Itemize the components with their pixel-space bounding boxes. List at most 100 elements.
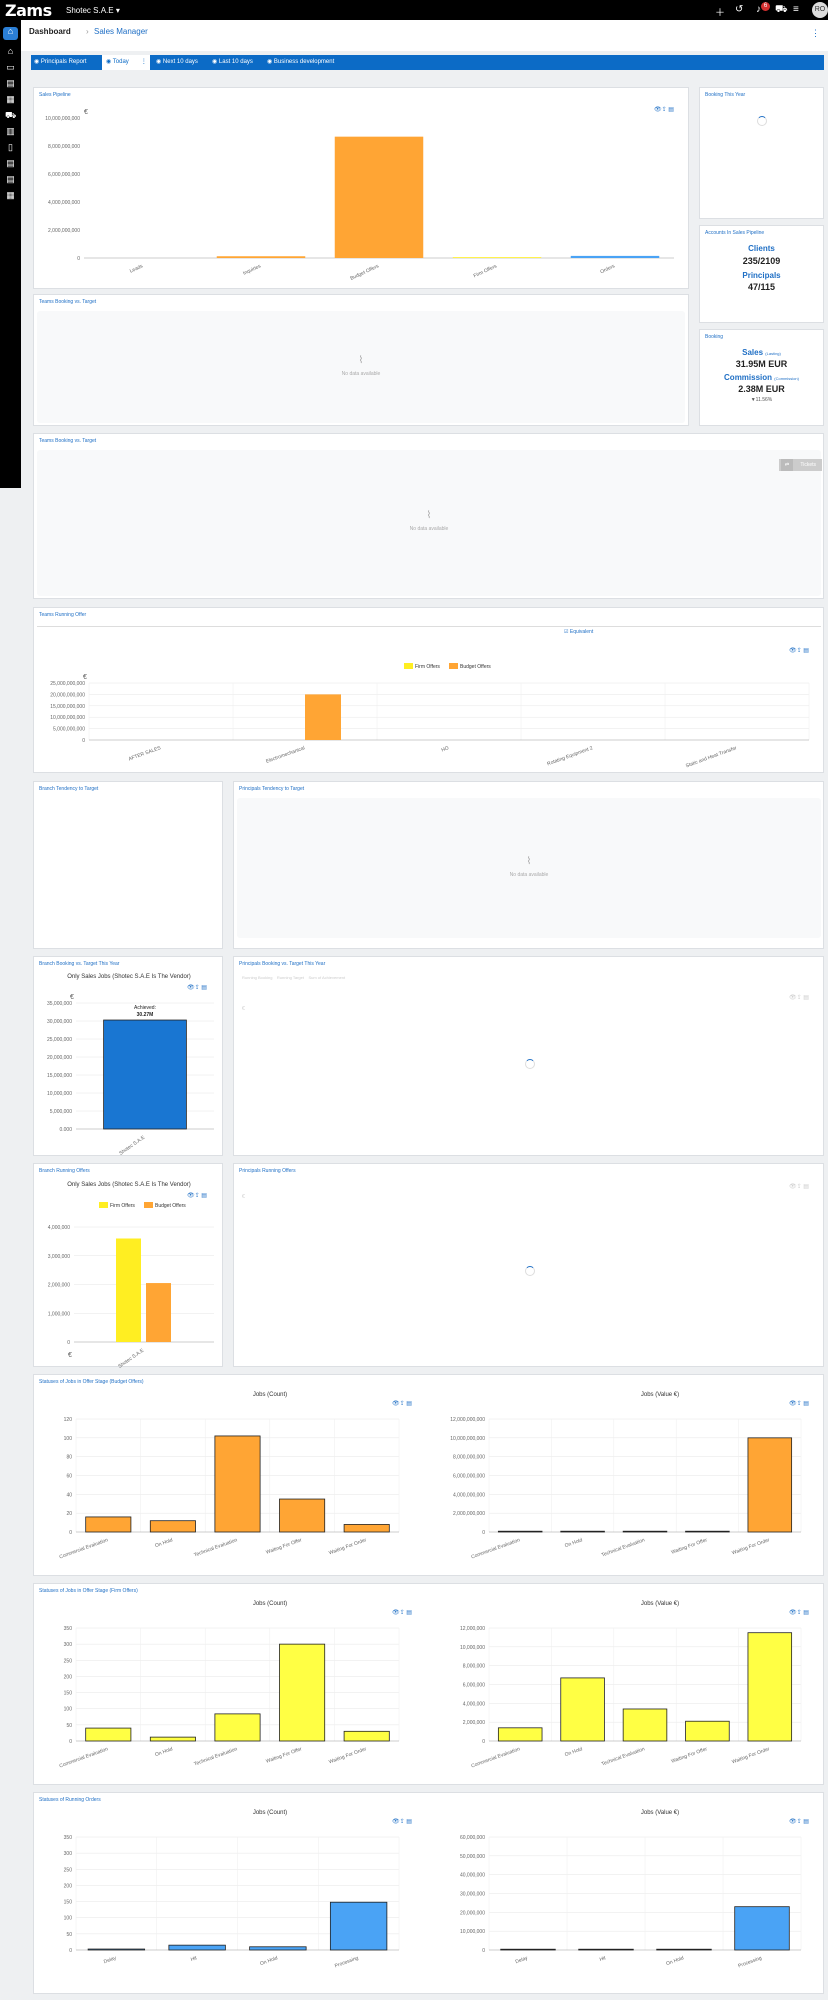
clients-label: Clients bbox=[748, 244, 775, 253]
tab-next-10-days[interactable]: ◉ Next 10 days bbox=[156, 55, 208, 70]
monitor-icon[interactable]: ▭ bbox=[6, 62, 15, 72]
bar bbox=[560, 1677, 605, 1742]
y-tick-label: 60,000,000 bbox=[460, 1835, 485, 1841]
y-tick-label: 100 bbox=[64, 1916, 73, 1922]
chart-tools-icon[interactable]: 👁⇪ ▤ bbox=[187, 985, 207, 991]
legend-item[interactable]: Sum of Achievement bbox=[308, 975, 346, 980]
cart-icon[interactable]: ⛟ bbox=[775, 4, 788, 15]
y-tick-label: 0 bbox=[67, 1340, 70, 1346]
chart-subtitle: Jobs (Value €) bbox=[640, 1392, 680, 1398]
history-icon[interactable]: ↺ bbox=[735, 4, 744, 15]
x-tick-label: Technical Evaluation bbox=[601, 1746, 646, 1767]
chart-tools-icon[interactable]: 👁⇪ ▤ bbox=[789, 1610, 809, 1616]
more-icon[interactable]: ⋮ bbox=[811, 28, 820, 38]
principals-tendency-card: Principals Tendency to Target ⌇ No data … bbox=[233, 781, 824, 949]
y-tick-label: 20 bbox=[66, 1511, 72, 1517]
chart-tools-icon[interactable]: 👁⇪ ▤ bbox=[789, 1184, 809, 1190]
y-tick-label: 6,000,000 bbox=[463, 1683, 485, 1689]
x-tick-label: Commercial Evaluation bbox=[59, 1537, 110, 1560]
dashboard-icon[interactable]: ⌂ bbox=[3, 27, 18, 40]
breadcrumb-current: Sales Manager bbox=[94, 27, 148, 36]
chart-subtitle: Jobs (Value €) bbox=[640, 1810, 680, 1816]
avatar[interactable]: RO bbox=[812, 2, 828, 18]
y-tick-label: 10,000,000,000 bbox=[450, 1436, 485, 1442]
x-tick-label: On Hold bbox=[564, 1746, 583, 1758]
bar bbox=[149, 1736, 196, 1742]
currency-label: € bbox=[70, 994, 74, 1001]
bar bbox=[305, 694, 341, 740]
y-tick-label: 40 bbox=[66, 1492, 72, 1498]
y-tick-label: 10,000,000 bbox=[460, 1645, 485, 1651]
bar bbox=[685, 1530, 730, 1533]
company-selector[interactable]: Shotec S.A.E ▾ bbox=[66, 6, 120, 15]
tab-label: Principals Report bbox=[40, 59, 87, 65]
list-icon[interactable]: ▥ bbox=[6, 126, 15, 136]
y-tick-label: 15,000,000 bbox=[47, 1073, 72, 1079]
breadcrumb-dashboard[interactable]: Dashboard bbox=[29, 27, 71, 36]
bell-icon[interactable]: ♪ bbox=[756, 4, 761, 15]
x-tick-label: Firm Offers bbox=[473, 263, 499, 279]
x-tick-label: Commercial Evaluation bbox=[471, 1537, 522, 1560]
chart-tools-icon[interactable]: 👁⇪ ▤ bbox=[392, 1610, 412, 1616]
bar bbox=[85, 1516, 132, 1533]
chart-tools-icon[interactable]: 👁⇪ ▤ bbox=[187, 1193, 207, 1199]
app-logo[interactable]: Zams bbox=[5, 1, 52, 20]
legend-item[interactable]: Running Booking bbox=[242, 975, 273, 980]
y-tick-label: 2,000,000,000 bbox=[453, 1511, 485, 1517]
y-tick-label: 8,000,000,000 bbox=[453, 1455, 485, 1461]
y-tick-label: 35,000,000 bbox=[47, 1001, 72, 1007]
tab-menu-icon[interactable]: ⋮ bbox=[140, 59, 147, 65]
y-tick-label: 300 bbox=[64, 1642, 73, 1648]
equivalent-checkbox[interactable]: ☑ Equivalent bbox=[564, 629, 594, 635]
tab-principals-report[interactable]: ◉ Principals Report bbox=[34, 55, 98, 70]
report-icon[interactable]: ▤ bbox=[6, 158, 15, 168]
x-tick-label: Shotec S.A.E bbox=[117, 1347, 145, 1368]
settings-icon[interactable]: ≡ bbox=[793, 4, 799, 15]
home-icon[interactable]: ⌂ bbox=[7, 46, 14, 56]
bar bbox=[214, 1435, 261, 1533]
tickets-toggle[interactable]: ⇄ Tickets bbox=[779, 459, 822, 471]
x-tick-label: AFTER SALES bbox=[128, 745, 163, 762]
chart-tools-icon[interactable]: 👁⇪ ▤ bbox=[789, 995, 809, 1001]
card-title: Principals Booking vs. Target This Year bbox=[239, 961, 326, 967]
card-title: Statuses of Jobs in Offer Stage (Firm Of… bbox=[39, 1588, 138, 1594]
y-tick-label: 10,000,000,000 bbox=[45, 116, 80, 122]
tab-icon: ◉ bbox=[34, 59, 41, 65]
tab-today[interactable]: ◉ Today ⋮ bbox=[102, 55, 150, 70]
chart-tools-icon[interactable]: 👁⇪ ▤ bbox=[654, 107, 674, 113]
y-tick-label: 0.000 bbox=[59, 1127, 72, 1133]
tab-last-10-days[interactable]: ◉ Last 10 days bbox=[212, 55, 262, 70]
grid-icon[interactable]: ▦ bbox=[6, 94, 15, 104]
x-tick-label: Leads bbox=[129, 263, 144, 274]
legend-label: Firm Offers bbox=[415, 664, 440, 670]
y-tick-label: 300 bbox=[64, 1851, 73, 1857]
branch-running-card: Branch Running Offers Only Sales Jobs (S… bbox=[33, 1163, 223, 1368]
y-tick-label: 20,000,000 bbox=[47, 1055, 72, 1061]
document-icon[interactable]: ▯ bbox=[8, 142, 13, 152]
chart-tools-icon[interactable]: 👁⇪ ▤ bbox=[392, 1819, 412, 1825]
card-title: Accounts In Sales Pipeline bbox=[705, 230, 765, 236]
chart-tools-icon[interactable]: 👁⇪ ▤ bbox=[789, 648, 809, 654]
add-icon[interactable]: ＋ bbox=[715, 8, 725, 19]
cart-icon[interactable]: ⛟ bbox=[5, 110, 17, 120]
report-icon[interactable]: ▤ bbox=[6, 174, 15, 184]
bar bbox=[214, 1713, 261, 1742]
card-title: Statuses of Jobs in Offer Stage (Budget … bbox=[39, 1379, 144, 1385]
building-icon[interactable]: ▤ bbox=[6, 78, 15, 88]
x-tick-label: On Hold bbox=[154, 1746, 173, 1758]
x-tick-label: On Hold bbox=[665, 1955, 684, 1967]
x-tick-label: On Hold bbox=[154, 1537, 173, 1549]
card-title: Booking This Year bbox=[705, 92, 746, 98]
chart-tools-icon[interactable]: 👁⇪ ▤ bbox=[789, 1819, 809, 1825]
chart-subtitle: Jobs (Count) bbox=[252, 1810, 288, 1816]
y-tick-label: 80 bbox=[66, 1455, 72, 1461]
chart-icon: ⌇ bbox=[358, 355, 364, 366]
y-tick-label: 12,000,000 bbox=[460, 1626, 485, 1632]
tab-business-development[interactable]: ◉ Business development bbox=[267, 55, 347, 70]
grid-icon[interactable]: ▦ bbox=[6, 190, 15, 200]
chart-tools-icon[interactable]: 👁⇪ ▤ bbox=[789, 1401, 809, 1407]
legend-item[interactable]: Running Target bbox=[276, 975, 304, 980]
tab-icon: ◉ bbox=[212, 59, 219, 65]
chart-tools-icon[interactable]: 👁⇪ ▤ bbox=[392, 1401, 412, 1407]
x-tick-label: Hit bbox=[190, 1955, 198, 1963]
